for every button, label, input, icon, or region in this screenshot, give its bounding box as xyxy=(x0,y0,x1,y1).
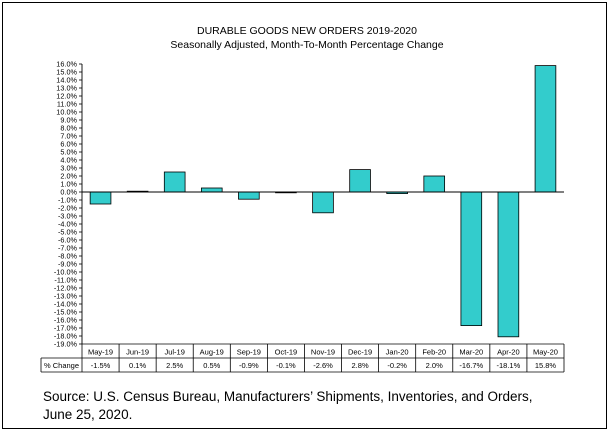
y-tick-label: -10.0% xyxy=(54,268,78,277)
table-value-cell: 2.5% xyxy=(166,361,183,370)
y-tick-label: -4.0% xyxy=(58,220,78,229)
y-tick-label: 7.0% xyxy=(60,132,77,141)
y-tick-label: 13.0% xyxy=(56,84,77,93)
x-category-label: Jan-20 xyxy=(386,348,409,357)
y-tick-label: 10.0% xyxy=(56,108,77,117)
bar xyxy=(312,191,334,214)
y-tick-label: -15.0% xyxy=(54,308,78,317)
x-category-label: May-20 xyxy=(533,348,558,357)
table-row-label: % Change xyxy=(44,361,79,370)
x-category-label: Mar-20 xyxy=(459,348,483,357)
y-tick-label: 5.0% xyxy=(60,148,77,157)
y-tick-label: 16.0% xyxy=(56,60,77,69)
x-category-label: Nov-19 xyxy=(311,348,335,357)
y-tick-label: 8.0% xyxy=(60,124,77,133)
bar xyxy=(163,171,186,193)
table-value-cell: -0.9% xyxy=(239,361,259,370)
x-category-label: Jul-19 xyxy=(164,348,184,357)
y-tick-label: -7.0% xyxy=(58,244,78,253)
table-value-cell: -16.7% xyxy=(459,361,483,370)
table-value-cell: 2.0% xyxy=(426,361,443,370)
y-tick-label: 0.0% xyxy=(60,188,77,197)
y-tick-label: 11.0% xyxy=(57,100,78,109)
table-value-cell: -2.6% xyxy=(313,361,333,370)
bar xyxy=(89,191,112,205)
y-tick-label: -12.0% xyxy=(54,284,78,293)
y-tick-label: 15.0% xyxy=(56,68,77,77)
table-value-cell: 0.5% xyxy=(203,361,220,370)
y-tick-label: 2.0% xyxy=(60,172,77,181)
y-tick-label: 12.0% xyxy=(56,92,77,101)
table-value-cell: -1.5% xyxy=(91,361,111,370)
y-tick-label: -9.0% xyxy=(58,260,78,269)
chart-title: DURABLE GOODS NEW ORDERS 2019-2020 xyxy=(197,25,417,37)
table-value-cell: 0.1% xyxy=(129,361,146,370)
source-note: Source: U.S. Census Bureau, Manufacturer… xyxy=(43,389,533,422)
x-category-label: Dec-19 xyxy=(348,348,372,357)
y-tick-label: -1.0% xyxy=(58,196,78,205)
x-category-label: Oct-19 xyxy=(275,348,298,357)
y-tick-label: -16.0% xyxy=(54,316,78,325)
bar xyxy=(423,175,446,193)
y-tick-label: 6.0% xyxy=(60,140,77,149)
x-category-label: Sep-19 xyxy=(237,348,261,357)
bar xyxy=(200,187,223,193)
y-tick-label: -8.0% xyxy=(58,252,78,261)
table-value-cell: -0.2% xyxy=(387,361,407,370)
bar xyxy=(534,65,557,193)
table-value-cell: -0.1% xyxy=(276,361,296,370)
x-category-label: May-19 xyxy=(88,348,113,357)
y-tick-label: -6.0% xyxy=(58,236,78,245)
x-category-label: Feb-20 xyxy=(422,348,446,357)
y-tick-label: -3.0% xyxy=(58,212,78,221)
bar xyxy=(349,169,371,193)
table-value-cell: 2.8% xyxy=(352,361,369,370)
table-value-cell: -18.1% xyxy=(497,361,521,370)
y-tick-label: 9.0% xyxy=(60,116,77,125)
x-category-label: Aug-19 xyxy=(200,348,224,357)
y-tick-label: -11.0% xyxy=(54,276,77,285)
bar xyxy=(238,191,260,200)
x-category-label: Apr-20 xyxy=(497,348,520,357)
y-tick-label: 1.0% xyxy=(60,180,77,189)
table-value-cell: 15.8% xyxy=(535,361,557,370)
y-tick-label: -18.0% xyxy=(54,332,78,341)
y-tick-label: -19.0% xyxy=(54,340,78,349)
y-tick-label: 4.0% xyxy=(60,156,77,165)
y-tick-label: -17.0% xyxy=(54,324,78,333)
y-tick-label: -13.0% xyxy=(54,292,78,301)
chart-subtitle: Seasonally Adjusted, Month-To-Month Perc… xyxy=(170,39,444,51)
y-tick-label: -2.0% xyxy=(58,204,78,213)
y-tick-label: -5.0% xyxy=(58,228,78,237)
y-tick-label: -14.0% xyxy=(54,300,78,309)
bar xyxy=(497,191,520,338)
bar xyxy=(460,191,483,327)
y-tick-label: 14.0% xyxy=(56,76,77,85)
x-category-label: Jun-19 xyxy=(126,348,149,357)
y-tick-label: 3.0% xyxy=(60,164,77,173)
